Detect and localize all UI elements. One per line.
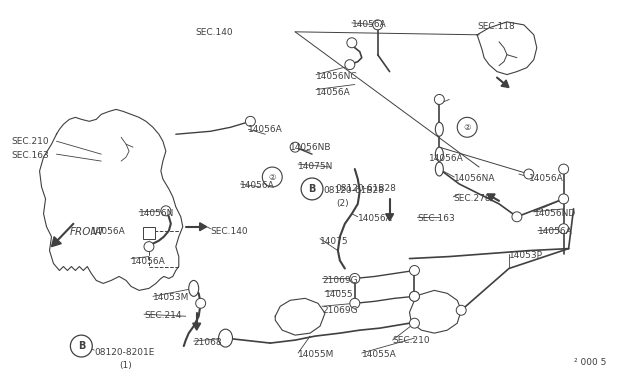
Text: 14055: 14055 (325, 291, 353, 299)
Text: 14056NC: 14056NC (316, 71, 358, 81)
Circle shape (262, 167, 282, 187)
Text: ②: ② (463, 123, 471, 132)
Text: FRONT: FRONT (69, 227, 105, 237)
Text: 08120-8201E: 08120-8201E (94, 348, 155, 357)
Circle shape (70, 335, 92, 357)
Circle shape (559, 224, 568, 234)
Circle shape (161, 206, 171, 216)
Circle shape (512, 212, 522, 222)
Circle shape (435, 94, 444, 105)
Polygon shape (487, 194, 495, 201)
Circle shape (301, 178, 323, 200)
Text: 14056N: 14056N (139, 209, 174, 218)
Text: 14056ND: 14056ND (534, 209, 576, 218)
Circle shape (372, 20, 383, 30)
Text: SEC.118: SEC.118 (477, 22, 515, 31)
Text: 14053P: 14053P (509, 251, 543, 260)
Polygon shape (200, 223, 207, 231)
Circle shape (350, 298, 360, 308)
Ellipse shape (435, 122, 444, 136)
Text: 14056A: 14056A (358, 214, 392, 223)
Text: SEC.140: SEC.140 (196, 28, 234, 37)
Text: 14055A: 14055A (362, 350, 397, 359)
Circle shape (196, 298, 205, 308)
Ellipse shape (435, 147, 444, 161)
Text: SEC.278: SEC.278 (453, 194, 491, 203)
Ellipse shape (189, 280, 198, 296)
Text: 14056A: 14056A (248, 125, 283, 134)
Text: (1): (1) (119, 361, 132, 370)
Text: 14056A: 14056A (352, 20, 387, 29)
Circle shape (245, 116, 255, 126)
Text: ②: ② (269, 173, 276, 182)
Text: 21068: 21068 (194, 338, 222, 347)
Circle shape (144, 242, 154, 251)
Text: 08120-61B28: 08120-61B28 (323, 186, 384, 195)
Text: B: B (308, 184, 316, 194)
Polygon shape (193, 323, 201, 330)
Circle shape (457, 117, 477, 137)
Text: ² 000 5: ² 000 5 (573, 358, 606, 367)
Text: (2): (2) (336, 199, 349, 208)
Text: SEC.163: SEC.163 (417, 214, 455, 223)
Circle shape (347, 38, 356, 48)
Text: SEC.210: SEC.210 (392, 336, 430, 345)
Circle shape (456, 305, 466, 315)
Text: 14075N: 14075N (298, 162, 333, 171)
Text: 14075: 14075 (320, 237, 349, 246)
Text: 14056NB: 14056NB (290, 143, 332, 152)
Bar (143, 227, 155, 239)
Text: 21069G: 21069G (322, 276, 358, 285)
Text: 14053M: 14053M (153, 294, 189, 302)
Circle shape (410, 318, 419, 328)
Text: 14056A: 14056A (316, 87, 351, 96)
Circle shape (559, 194, 568, 204)
Text: 14055M: 14055M (298, 350, 335, 359)
Text: SEC.163: SEC.163 (12, 151, 49, 160)
Text: 14056A: 14056A (241, 181, 275, 190)
Circle shape (559, 164, 568, 174)
Text: SEC.140: SEC.140 (211, 227, 248, 236)
Circle shape (410, 266, 419, 275)
Text: 08120-61B28: 08120-61B28 (335, 185, 396, 193)
Polygon shape (501, 80, 509, 87)
Text: 14056A: 14056A (538, 227, 573, 236)
Circle shape (290, 142, 300, 152)
Text: 14056NA: 14056NA (454, 174, 496, 183)
Ellipse shape (219, 329, 232, 347)
Text: SEC.214: SEC.214 (144, 311, 182, 320)
Text: 21069G: 21069G (322, 306, 358, 315)
Polygon shape (51, 237, 61, 247)
Text: 14056A: 14056A (529, 174, 564, 183)
Text: 14056A: 14056A (92, 227, 126, 236)
Text: 14056A: 14056A (429, 154, 464, 163)
Text: B: B (77, 341, 85, 351)
Circle shape (350, 273, 360, 283)
Text: SEC.210: SEC.210 (12, 137, 49, 146)
Circle shape (524, 169, 534, 179)
Polygon shape (386, 214, 394, 221)
Text: 14056A: 14056A (131, 257, 166, 266)
Circle shape (410, 291, 419, 301)
Ellipse shape (435, 162, 444, 176)
Circle shape (345, 60, 355, 70)
Circle shape (410, 291, 419, 301)
